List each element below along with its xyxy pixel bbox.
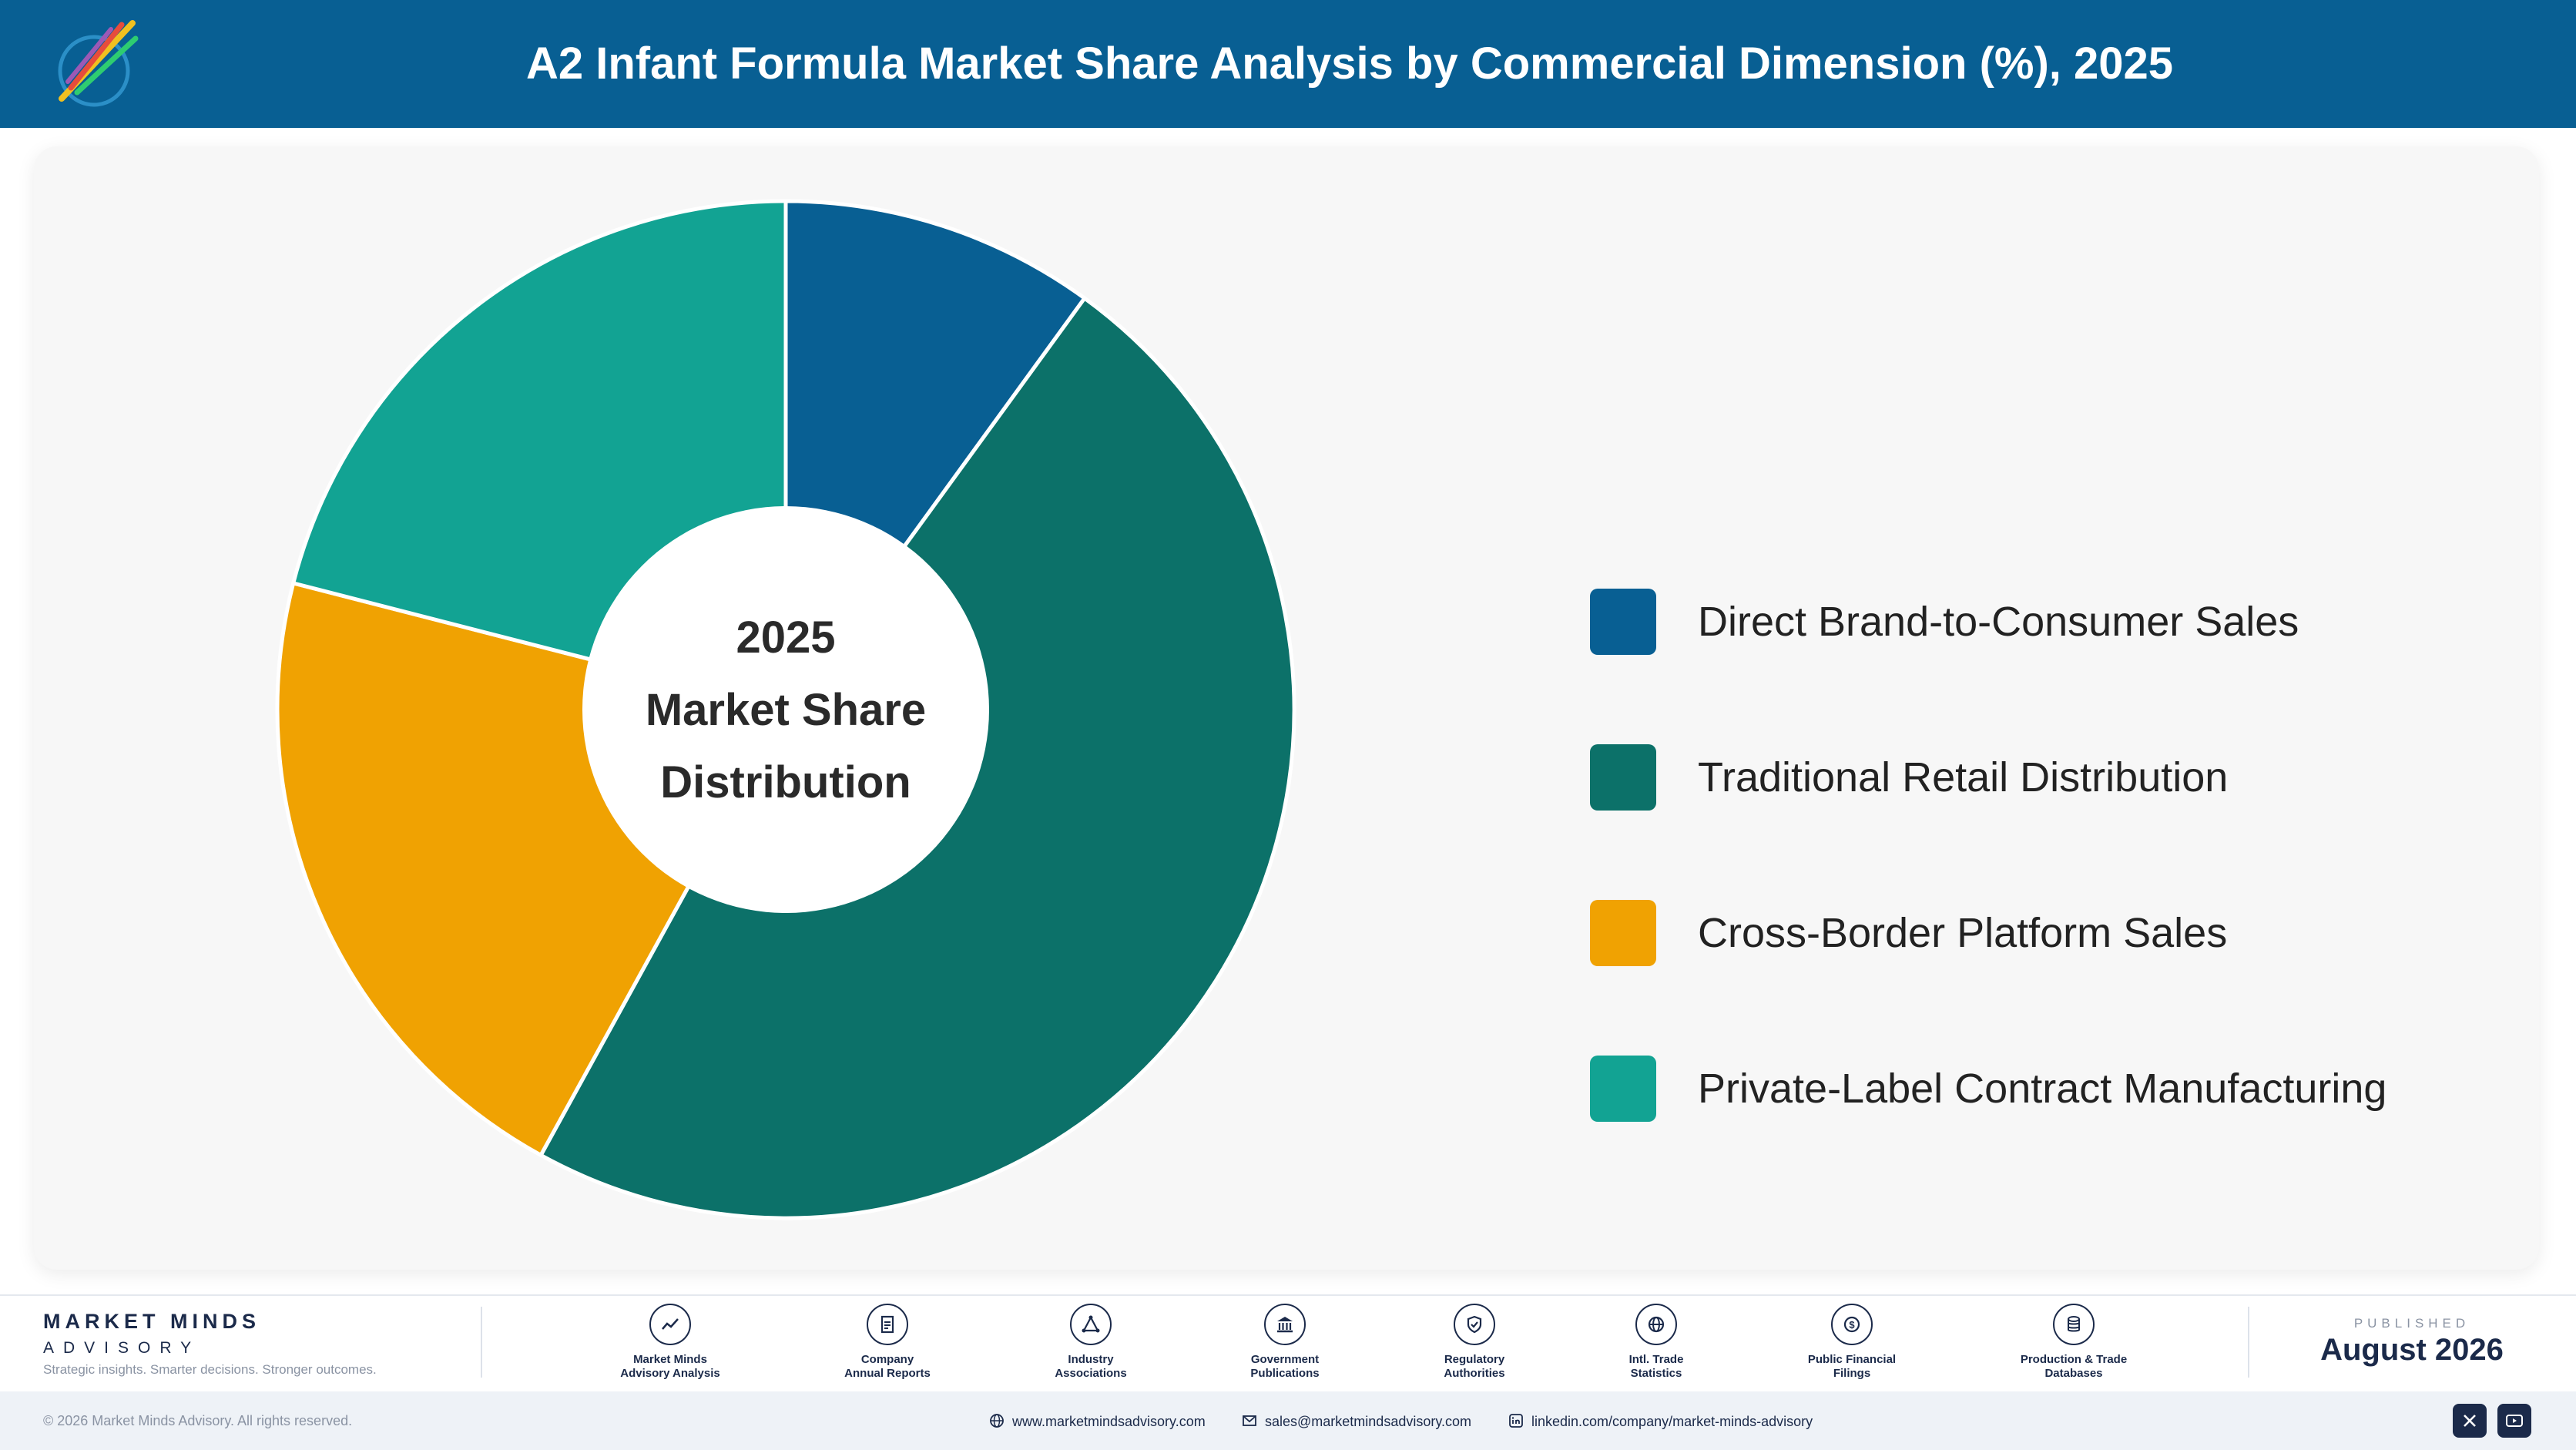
footer-divider <box>481 1307 482 1378</box>
legend-swatch <box>1590 744 1656 811</box>
email-link[interactable]: sales@marketmindsadvisory.com <box>1242 1413 1471 1430</box>
source-item: Intl. Trade Statistics <box>1579 1304 1733 1381</box>
document-icon <box>867 1304 908 1345</box>
source-label: Intl. Trade Statistics <box>1628 1353 1684 1380</box>
chart-line-icon <box>649 1304 691 1345</box>
network-icon <box>1070 1304 1112 1345</box>
linkedin-text: linkedin.com/company/market-minds-adviso… <box>1531 1414 1813 1429</box>
source-item: Company Annual Reports <box>810 1304 964 1381</box>
brand-tagline: Strategic insights. Smarter decisions. S… <box>43 1362 377 1377</box>
source-label: Public Financial Filings <box>1807 1353 1897 1380</box>
legend-swatch <box>1590 589 1656 655</box>
globe-icon <box>1635 1304 1677 1345</box>
source-item: Market Minds Advisory Analysis <box>593 1304 747 1381</box>
footer-contact-bar <box>0 1391 2576 1450</box>
website-link[interactable]: www.marketmindsadvisory.com <box>989 1413 1206 1430</box>
page-title: A2 Infant Formula Market Share Analysis … <box>525 39 2174 89</box>
source-item: Industry Associations <box>1014 1304 1168 1381</box>
source-label: Government Publications <box>1250 1353 1320 1380</box>
globe-icon <box>990 1414 1004 1428</box>
header-bar: A2 Infant Formula Market Share Analysis … <box>0 0 2576 128</box>
legend-swatch <box>1590 900 1656 966</box>
footer-divider <box>2248 1307 2249 1378</box>
center-label: 2025 <box>736 613 835 663</box>
email-text: sales@marketmindsadvisory.com <box>1265 1414 1472 1429</box>
mail-icon <box>1243 1415 1256 1426</box>
youtube-social-button[interactable] <box>2497 1404 2531 1438</box>
center-label: Market Share <box>646 685 926 735</box>
dollar-coin-icon: $ <box>1831 1304 1873 1345</box>
source-label: Market Minds Advisory Analysis <box>620 1353 720 1380</box>
source-label: Production & Trade Databases <box>2020 1353 2128 1380</box>
source-label: Company Annual Reports <box>844 1353 931 1380</box>
linkedin-icon <box>1509 1414 1523 1428</box>
source-item: Regulatory Authorities <box>1397 1304 1551 1381</box>
legend-label: Cross-Border Platform Sales <box>1698 910 2228 956</box>
center-label: Distribution <box>660 757 911 807</box>
company-logo-icon <box>58 20 139 107</box>
legend-label: Private-Label Contract Manufacturing <box>1698 1066 2387 1112</box>
donut-hole <box>582 506 989 913</box>
published-date: August 2026 <box>2320 1333 2504 1367</box>
source-label: Regulatory Authorities <box>1444 1353 1505 1380</box>
shield-check-icon <box>1454 1304 1495 1345</box>
brand-subtitle: ADVISORY <box>43 1339 201 1357</box>
website-text: www.marketmindsadvisory.com <box>1012 1414 1206 1429</box>
legend-swatch <box>1590 1056 1656 1122</box>
database-icon <box>2053 1304 2095 1345</box>
svg-text:$: $ <box>1849 1319 1855 1331</box>
legend-label: Traditional Retail Distribution <box>1698 754 2229 801</box>
x-social-button[interactable] <box>2453 1404 2487 1438</box>
linkedin-link[interactable]: linkedin.com/company/market-minds-adviso… <box>1508 1413 1813 1430</box>
donut-chart: 2025 Market Share Distribution <box>275 199 1296 1220</box>
chart-card: 2025 Market Share Distribution Direct Bran… <box>34 146 2539 1270</box>
brand-name: MARKET MINDS <box>43 1310 260 1333</box>
source-item: Government Publications <box>1208 1304 1362 1381</box>
source-item: Production & Trade Databases <box>1997 1304 2151 1381</box>
source-label: Industry Associations <box>1055 1353 1127 1380</box>
government-building-icon <box>1264 1304 1306 1345</box>
youtube-icon <box>2506 1415 2523 1427</box>
copyright-text: © 2026 Market Minds Advisory. All rights… <box>43 1413 353 1428</box>
legend-label: Direct Brand-to-Consumer Sales <box>1698 599 2299 645</box>
x-logo-icon <box>2464 1415 2476 1427</box>
published-label: PUBLISHED <box>2353 1316 2470 1331</box>
source-item: $ Public Financial Filings <box>1775 1304 1929 1381</box>
